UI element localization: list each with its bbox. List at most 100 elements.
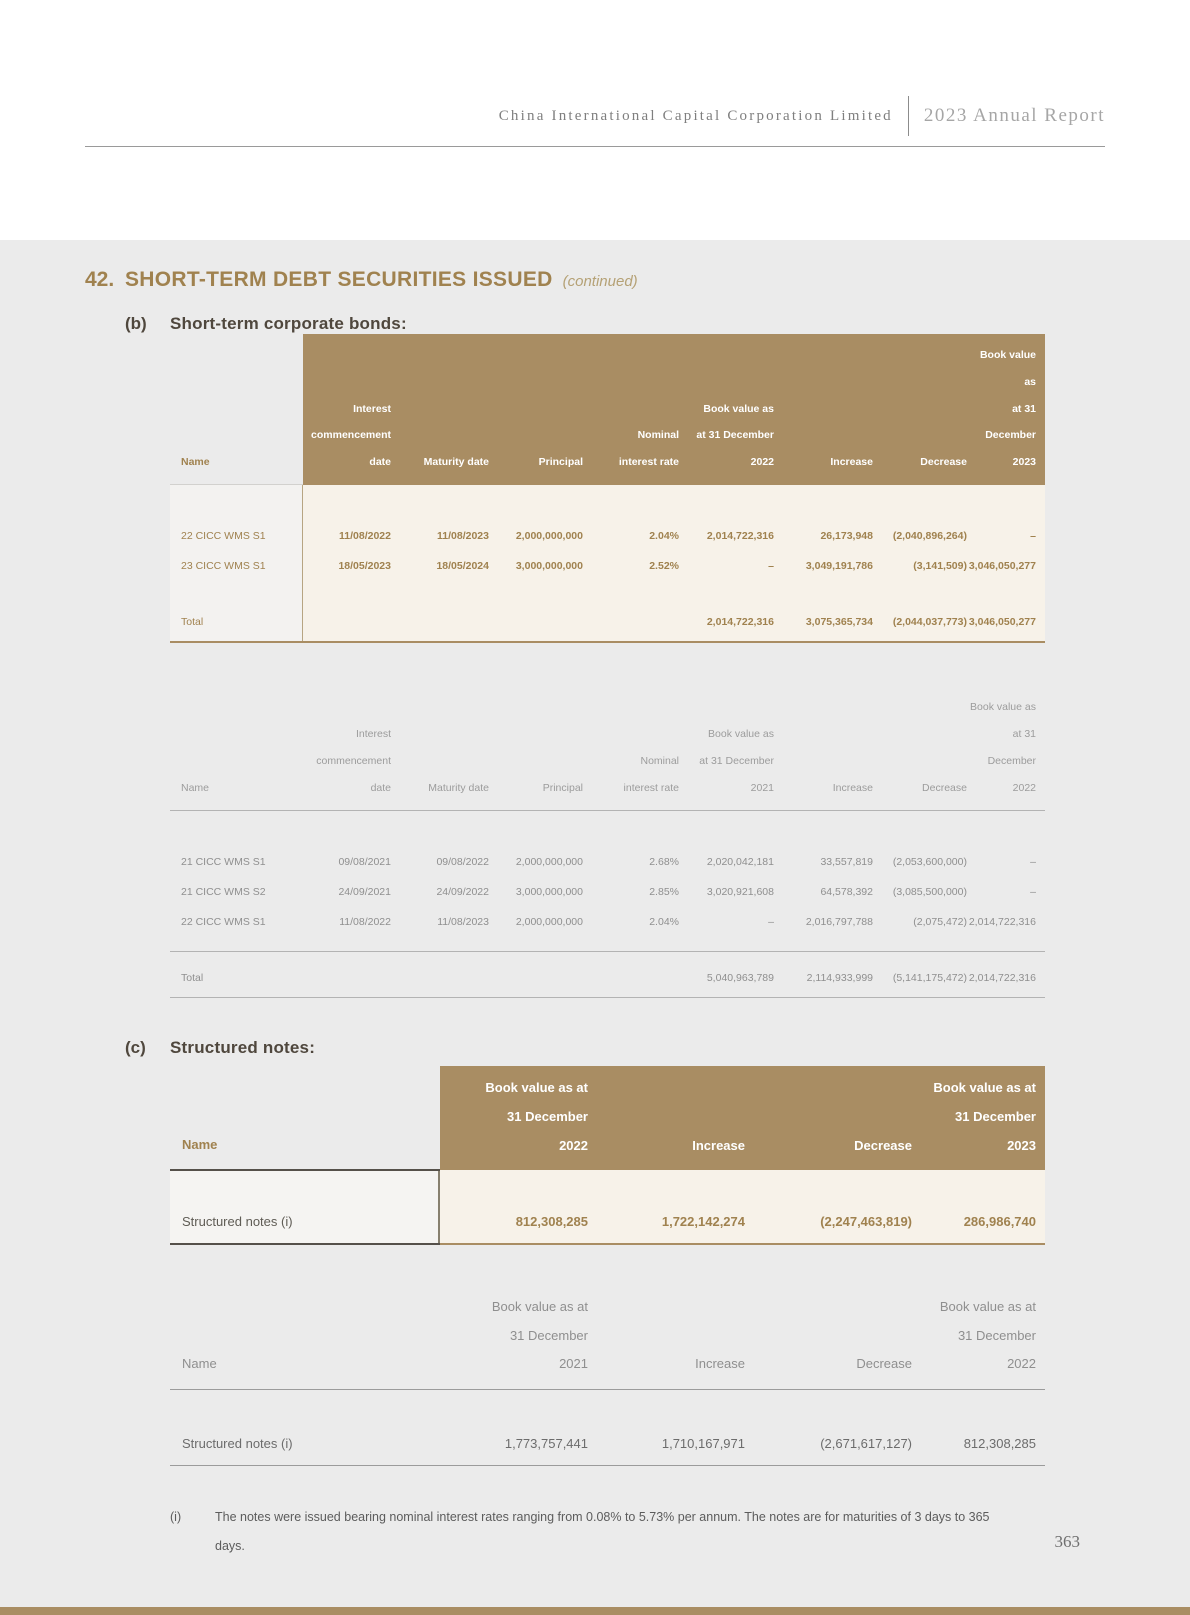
cell-total-open: 2,014,722,316 — [706, 616, 774, 629]
cell-decrease: (3,085,500,000) — [892, 886, 967, 899]
col-header-name: Name — [170, 1066, 440, 1172]
section-heading: 42. SHORT-TERM DEBT SECURITIES ISSUED (c… — [85, 268, 1105, 292]
notes-row: Structured notes (i) 812,308,285 1,722,1… — [170, 1195, 1045, 1246]
cell-open: 1,773,757,441 — [440, 1413, 588, 1467]
cell-empty — [583, 596, 679, 642]
company-name: China International Capital Corporation … — [498, 107, 893, 124]
cell-maturity: 24/09/2022 — [436, 886, 489, 899]
cell-decrease: (2,247,463,819) — [745, 1195, 912, 1246]
notes-current-table: Name Book value as at 31 December 2022 I… — [170, 1066, 1045, 1246]
cell-principal: 2,000,000,000 — [515, 856, 583, 869]
col-header-open: Book value as at 31 December 2022 — [679, 334, 774, 485]
cell-empty — [489, 952, 583, 998]
cell-empty — [303, 952, 391, 998]
col-header-decrease: Decrease — [873, 686, 967, 812]
cell-close: – — [1030, 886, 1036, 899]
cell-rate: 2.52% — [649, 560, 679, 573]
cell-open: 2,020,042,181 — [706, 856, 774, 869]
col-header-decrease: Decrease — [745, 1285, 912, 1390]
cell-total-increase: 3,075,365,734 — [805, 616, 873, 629]
cell-maturity: 09/08/2022 — [436, 856, 489, 869]
subsection-c-title: Structured notes: — [170, 1038, 316, 1058]
cell-open: 2,014,722,316 — [706, 530, 774, 543]
cell-open: 3,020,921,608 — [706, 886, 774, 899]
cell-total-label: Total — [181, 616, 204, 629]
bond-row: 22 CICC WMS S1 11/08/2022 11/08/2023 2,0… — [170, 907, 1045, 937]
cell-empty — [303, 596, 391, 642]
col-header-maturity: Maturity date — [391, 334, 489, 485]
cell-decrease: (2,040,896,264) — [892, 530, 967, 543]
header-rule — [85, 146, 1105, 147]
cell-increase: 1,710,167,971 — [588, 1413, 745, 1467]
cell-commencement: 11/08/2022 — [339, 916, 391, 929]
col-header-open: Book value as at 31 December 2022 — [440, 1066, 588, 1171]
cell-increase: 33,557,819 — [820, 856, 873, 869]
cell-close: 812,308,285 — [912, 1413, 1045, 1467]
cell-total-label: Total — [181, 972, 204, 985]
cell-name: Structured notes (i) — [170, 1195, 440, 1246]
cell-decrease: (3,141,509) — [913, 560, 967, 573]
notes-prior-header-row: Name Book value as at 31 December 2021 I… — [170, 1285, 1045, 1390]
cell-increase: 1,722,142,274 — [588, 1195, 745, 1246]
cell-total-increase: 2,114,933,999 — [806, 972, 873, 985]
col-header-increase: Increase — [588, 1285, 745, 1390]
cell-close: 286,986,740 — [912, 1195, 1045, 1246]
bond-row: 22 CICC WMS S1 11/08/2022 11/08/2023 2,0… — [170, 521, 1045, 551]
col-header-close: Book value as at 31 December 2023 — [967, 334, 1045, 485]
cell-commencement: 18/05/2023 — [338, 560, 391, 573]
cell-maturity: 11/08/2023 — [437, 530, 489, 543]
bonds-prior-table: Name Interest commencement date Maturity… — [170, 686, 1045, 999]
cell-commencement: 11/08/2022 — [339, 530, 391, 543]
bonds-current-header-row: Name Interest commencement date Maturity… — [170, 334, 1045, 486]
spacer-row — [170, 1170, 1045, 1195]
col-header-maturity: Maturity date — [391, 686, 489, 812]
col-header-open: Book value as at 31 December 2021 — [440, 1285, 588, 1390]
cell-rate: 2.04% — [649, 530, 679, 543]
notes-prior-table: Name Book value as at 31 December 2021 I… — [170, 1285, 1045, 1467]
subsection-b-title: Short-term corporate bonds: — [170, 314, 407, 333]
subsection-c-label: (c) — [125, 1038, 146, 1058]
cell-principal: 2,000,000,000 — [515, 916, 583, 929]
col-header-open: Book value as at 31 December 2021 — [679, 686, 774, 812]
cell-rate: 2.85% — [649, 886, 679, 899]
cell-close: – — [1030, 856, 1036, 869]
bonds-prior-header-row: Name Interest commencement date Maturity… — [170, 686, 1045, 812]
cell-name: 21 CICC WMS S1 — [181, 856, 266, 869]
cell-name: 23 CICC WMS S1 — [181, 560, 266, 573]
col-header-close: Book value as at 31 December 2023 — [912, 1066, 1045, 1171]
cell-total-decrease: (2,044,037,773) — [892, 616, 967, 629]
col-header-commencement: Interest commencement date — [303, 334, 391, 485]
col-header-rate: Nominal interest rate — [583, 686, 679, 812]
col-header-principal: Principal — [489, 686, 583, 812]
spacer-row — [170, 1389, 1045, 1414]
total-row: Total 5,040,963,789 2,114,933,999 (5,141… — [170, 952, 1045, 998]
rule-row — [170, 937, 1045, 953]
cell-close: 2,014,722,316 — [968, 916, 1036, 929]
cell-close: 3,046,050,277 — [968, 560, 1036, 573]
col-header-principal: Principal — [489, 334, 583, 485]
bond-row: 23 CICC WMS S1 18/05/2023 18/05/2024 3,0… — [170, 551, 1045, 581]
cell-increase: 26,173,948 — [820, 530, 873, 543]
cell-decrease: (2,075,472) — [913, 916, 967, 929]
cell-total-open: 5,040,963,789 — [706, 972, 774, 985]
cell-increase: 64,578,392 — [820, 886, 873, 899]
spacer-row — [170, 811, 1045, 848]
cell-name: 22 CICC WMS S1 — [181, 916, 266, 929]
cell-total-close: 3,046,050,277 — [968, 616, 1036, 629]
bonds-current-table: Name Interest commencement date Maturity… — [170, 334, 1045, 644]
cell-principal: 3,000,000,000 — [515, 560, 583, 573]
subsection-c-heading: (c) Structured notes: — [85, 1038, 1105, 1058]
col-header-increase: Increase — [774, 334, 873, 485]
bond-row: 21 CICC WMS S1 09/08/2021 09/08/2022 2,0… — [170, 847, 1045, 877]
running-head: China International Capital Corporation … — [499, 96, 1105, 136]
spacer-row — [170, 581, 1045, 596]
cell-name: Structured notes (i) — [170, 1413, 440, 1467]
col-header-rate: Nominal interest rate — [583, 334, 679, 485]
footnote-text: The notes were issued bearing nominal in… — [215, 1510, 990, 1553]
cell-maturity: 11/08/2023 — [437, 916, 489, 929]
col-header-close: Book value as at 31 December 2022 — [967, 686, 1045, 812]
cell-close: – — [1030, 530, 1036, 543]
col-header-name: Name — [170, 686, 303, 812]
cell-decrease: (2,053,600,000) — [892, 856, 967, 869]
